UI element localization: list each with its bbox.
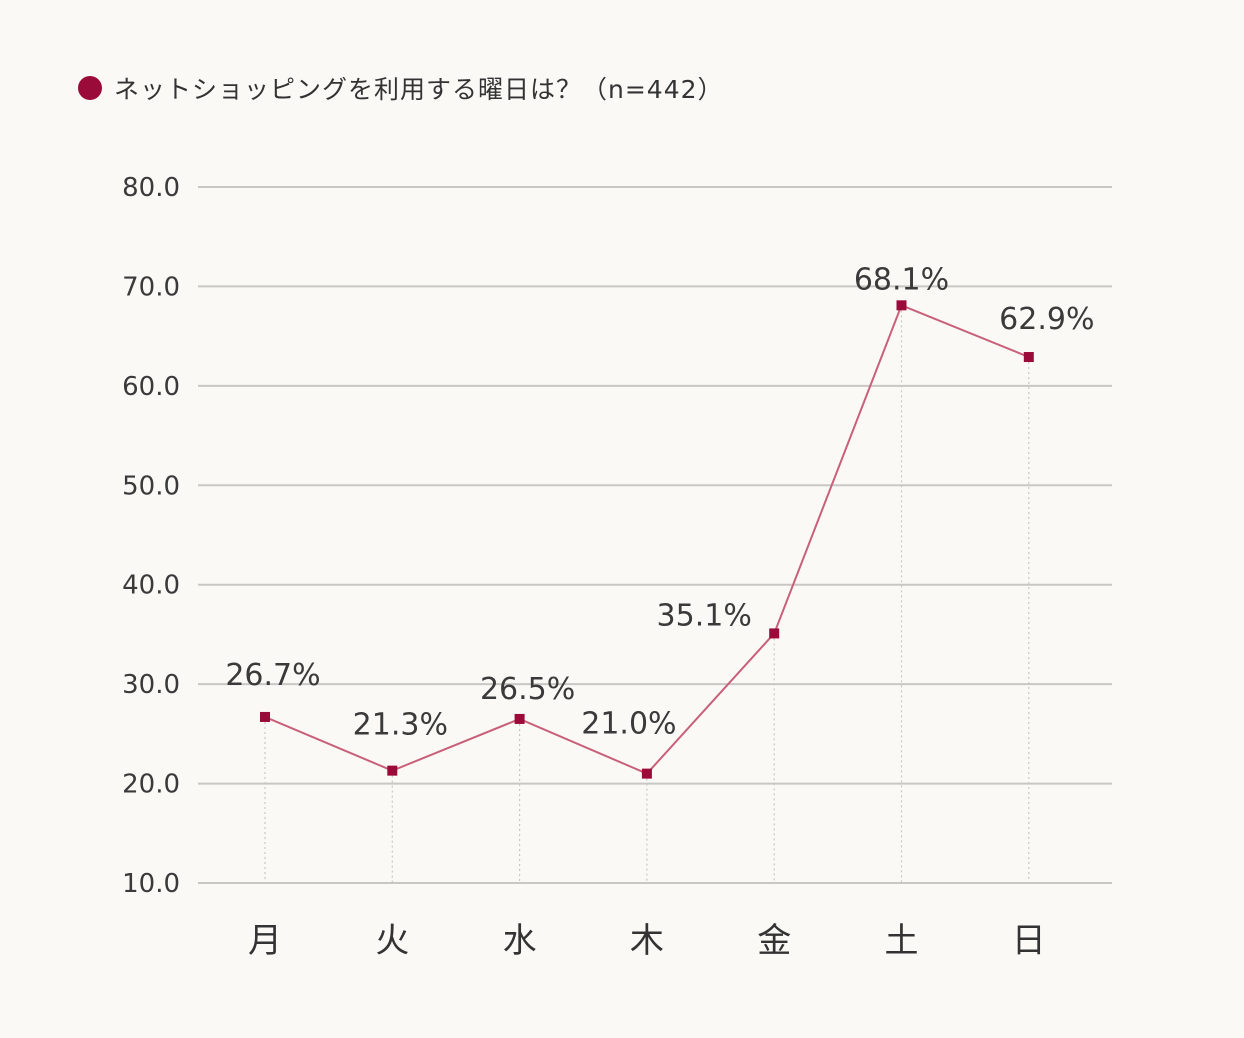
data-label: 35.1% <box>657 598 752 633</box>
x-tick-label: 水 <box>503 921 537 961</box>
y-tick-label: 50.0 <box>122 471 180 501</box>
drop-lines <box>264 305 1030 883</box>
y-tick-label: 70.0 <box>122 272 180 302</box>
grid-layer <box>198 186 1112 884</box>
data-label: 62.9% <box>999 302 1094 337</box>
y-tick-label: 80.0 <box>122 173 180 203</box>
chart-title: ネットショッピングを利用する曜日は？（n=442） <box>78 68 724 108</box>
x-axis: 月火水木金土日 <box>248 921 1046 961</box>
data-label: 26.7% <box>225 658 320 693</box>
series-line <box>264 304 1030 775</box>
y-tick-label: 20.0 <box>122 770 180 800</box>
y-tick-label: 60.0 <box>122 372 180 402</box>
series-layer <box>260 300 1034 779</box>
data-label: 21.0% <box>581 707 676 742</box>
data-point <box>260 711 270 722</box>
data-point <box>896 300 907 311</box>
data-label: 68.1% <box>854 262 949 297</box>
data-point <box>514 713 525 724</box>
title-bullet-icon <box>78 76 102 100</box>
y-tick-label: 30.0 <box>122 670 180 700</box>
y-tick-label: 10.0 <box>122 869 180 899</box>
data-labels: 26.7% 21.3% 26.5%21.0% 35.1% 68.1% 62.9% <box>225 262 1094 742</box>
y-tick-label: 40.0 <box>122 571 180 601</box>
y-axis: 10.0 20.0 30.0 40.0 50.0 60.0 70.0 80.0 <box>122 173 180 899</box>
x-tick-label: 日 <box>1012 921 1046 961</box>
x-tick-label: 月 <box>248 921 282 961</box>
data-point <box>769 628 780 639</box>
data-label: 21.3% <box>353 708 448 743</box>
data-point <box>641 768 652 779</box>
x-tick-label: 火 <box>375 921 409 961</box>
chart-title-text: ネットショッピングを利用する曜日は？（n=442） <box>114 75 724 104</box>
x-tick-label: 木 <box>630 921 664 961</box>
x-tick-label: 土 <box>885 921 919 961</box>
data-point <box>1023 352 1034 363</box>
data-point <box>387 765 398 776</box>
data-label: 26.5% <box>480 672 575 707</box>
x-tick-label: 金 <box>757 921 791 961</box>
